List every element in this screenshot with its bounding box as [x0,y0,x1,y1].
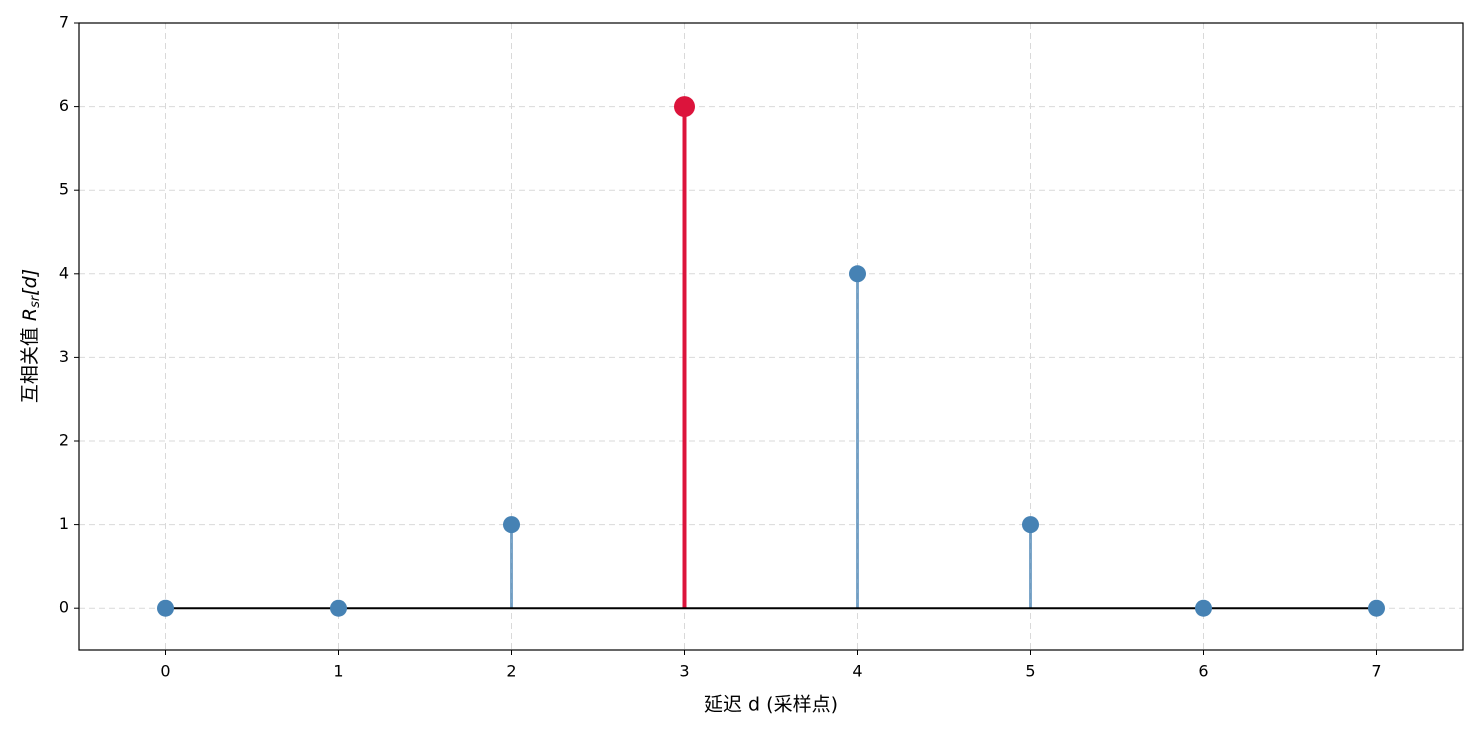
stem-marker [503,516,520,534]
y-tick-label: 0 [59,598,69,617]
stem-marker [849,265,866,283]
y-label-suffix: [d] [19,269,41,296]
x-tick-label: 7 [1371,662,1381,681]
y-label-symbol: R [19,308,41,321]
y-tick-label: 2 [59,431,69,450]
y-tick-label: 3 [59,347,69,366]
y-tick-label: 1 [59,514,69,533]
stem-marker [330,599,347,617]
y-tick-label: 6 [59,96,69,115]
stem-marker [1195,599,1212,617]
stem-marker [1368,599,1385,617]
y-tick-label: 7 [59,13,69,32]
x-axis-label: 延迟 d (采样点) [704,694,838,716]
stem-marker [674,96,695,118]
x-tick-label: 6 [1198,662,1208,681]
x-tick-label: 0 [160,662,170,681]
x-tick-label: 3 [679,662,689,681]
x-tick-label: 1 [333,662,343,681]
plot-frame [78,22,1464,651]
x-tick-label: 5 [1025,662,1035,681]
x-tick-label: 2 [506,662,516,681]
y-label-text: 互相关值 [19,327,41,403]
y-tick-label: 4 [59,263,69,282]
y-label-subscript: sr [28,294,43,308]
y-tick-label: 5 [59,180,69,199]
y-axis-label: 互相关值 Rsr[d] [19,269,43,403]
stem-marker [1022,516,1039,534]
x-tick-label: 4 [852,662,862,681]
stem-marker [157,599,174,617]
